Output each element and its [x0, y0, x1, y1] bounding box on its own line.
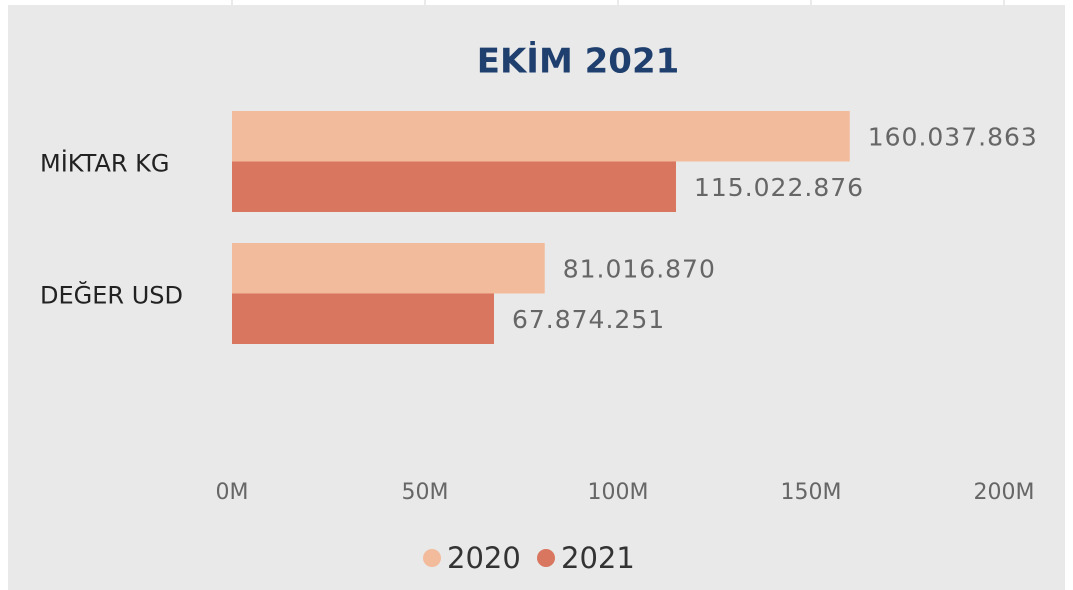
- data-label: 67.874.251: [512, 305, 665, 334]
- y-tick-label: DEĞER USD: [40, 280, 183, 310]
- legend-label: 2020: [447, 541, 521, 575]
- bar: [232, 293, 494, 344]
- y-tick-label: MİKTAR KG: [40, 149, 170, 178]
- bar: [232, 161, 676, 212]
- x-tick-label: 50M: [402, 480, 449, 505]
- panel: [8, 5, 1065, 590]
- x-tick-label: 0M: [216, 480, 249, 505]
- data-label: 115.022.876: [694, 173, 864, 202]
- bar: [232, 243, 545, 294]
- legend-marker: [537, 549, 555, 567]
- data-label: 81.016.870: [563, 254, 716, 283]
- x-tick-label: 150M: [781, 480, 842, 505]
- legend-label: 2021: [561, 541, 635, 575]
- bar: [232, 111, 850, 162]
- legend-marker: [423, 549, 441, 567]
- data-label: 160.037.863: [868, 122, 1038, 151]
- x-tick-label: 100M: [588, 480, 649, 505]
- x-tick-label: 200M: [974, 480, 1035, 505]
- chart-title: EKİM 2021: [477, 41, 680, 82]
